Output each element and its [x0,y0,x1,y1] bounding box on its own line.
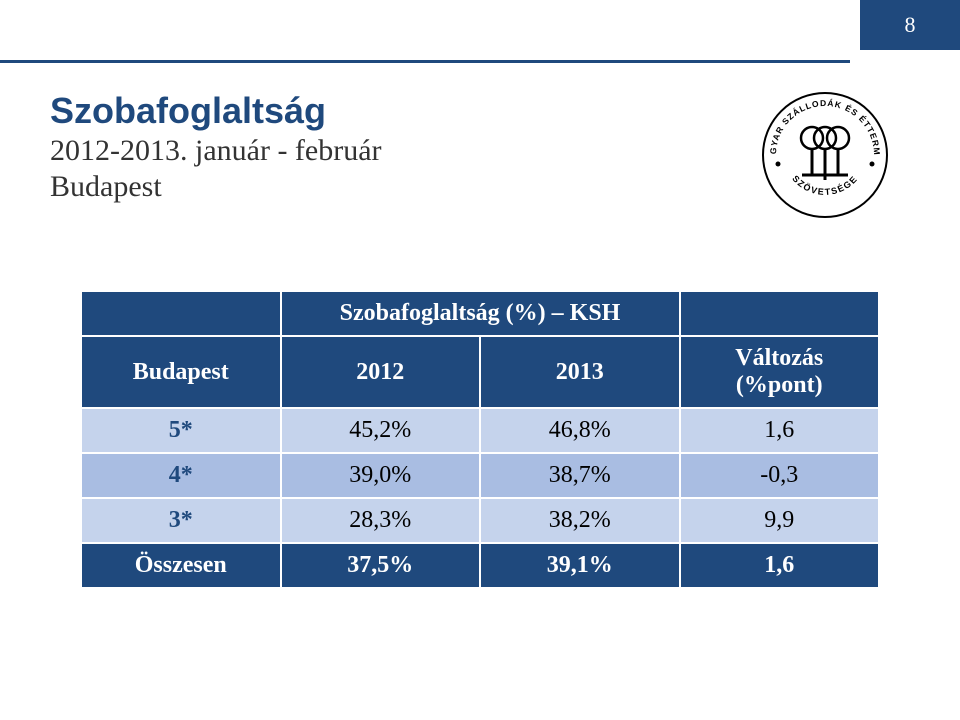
table-total-row: Összesen 37,5% 39,1% 1,6 [81,543,879,588]
col-header-span: Szobafoglaltság (%) – KSH [281,291,680,336]
top-divider [0,60,850,63]
cell: 39,1% [480,543,680,588]
slide: 8 Szobafoglaltság 2012-2013. január - fe… [0,0,960,720]
cell: 39,0% [281,453,481,498]
title-sub-2: Budapest [50,170,382,204]
page-number-box: 8 [860,0,960,50]
cell: 38,7% [480,453,680,498]
col-header-3: Változás (%pont) [680,336,880,408]
data-table-wrap: Szobafoglaltság (%) – KSH Budapest 2012 … [80,290,880,589]
table-header-sub: Budapest 2012 2013 Változás (%pont) [81,336,879,408]
cell: -0,3 [680,453,880,498]
cell: 1,6 [680,543,880,588]
title-main: Szobafoglaltság [50,90,382,132]
data-table: Szobafoglaltság (%) – KSH Budapest 2012 … [80,290,880,589]
association-logo: MAGYAR SZÁLLODÁK ÉS ÉTTERMEK SZÖVETSÉGE [760,90,890,220]
title-sub-1: 2012-2013. január - február [50,134,382,168]
cell: 38,2% [480,498,680,543]
col-header-budapest-empty [81,291,281,336]
row-label: 5* [81,408,281,453]
total-label: Összesen [81,543,281,588]
row-label: 3* [81,498,281,543]
col-header-2: 2013 [480,336,680,408]
cell: 1,6 [680,408,880,453]
table-row: 3* 28,3% 38,2% 9,9 [81,498,879,543]
col-header-0: Budapest [81,336,281,408]
col-header-empty [680,291,880,336]
cell: 28,3% [281,498,481,543]
table-header-top: Szobafoglaltság (%) – KSH [81,291,879,336]
table-row: 4* 39,0% 38,7% -0,3 [81,453,879,498]
row-label: 4* [81,453,281,498]
table-row: 5* 45,2% 46,8% 1,6 [81,408,879,453]
title-block: Szobafoglaltság 2012-2013. január - febr… [50,90,382,204]
cell: 46,8% [480,408,680,453]
cell: 37,5% [281,543,481,588]
col-header-1: 2012 [281,336,481,408]
cell: 9,9 [680,498,880,543]
cell: 45,2% [281,408,481,453]
logo-svg: MAGYAR SZÁLLODÁK ÉS ÉTTERMEK SZÖVETSÉGE [760,90,890,220]
page-number: 8 [905,12,916,38]
